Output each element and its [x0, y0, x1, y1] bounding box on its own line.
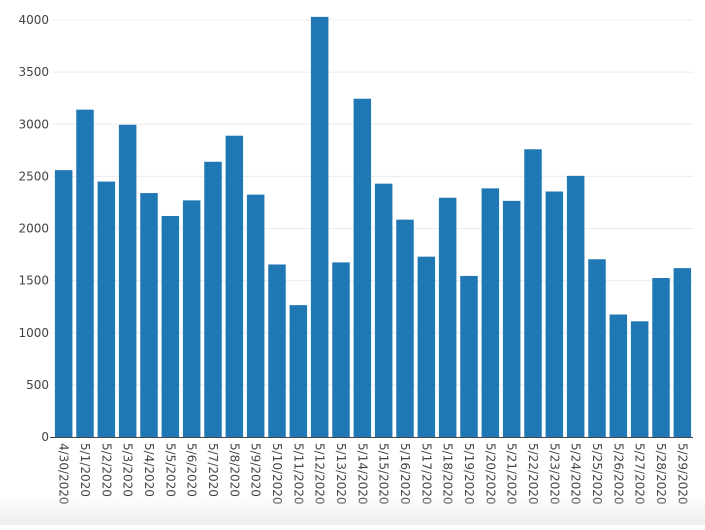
x-tick-label: 5/5/2020 — [163, 443, 177, 497]
x-tick-label: 5/20/2020 — [483, 443, 497, 505]
x-tick-label: 5/22/2020 — [526, 443, 540, 505]
x-tick-label: 5/6/2020 — [185, 443, 199, 497]
y-tick-label: 3500 — [18, 65, 49, 79]
y-tick-label: 2000 — [18, 222, 49, 236]
x-tick-label: 5/24/2020 — [569, 443, 583, 505]
y-tick-label: 3000 — [18, 117, 49, 131]
x-tick-label: 5/14/2020 — [355, 443, 369, 505]
x-tick-label: 5/21/2020 — [505, 443, 519, 505]
bar[interactable] — [310, 16, 329, 438]
x-tick-label: 5/19/2020 — [462, 443, 476, 505]
y-tick-label: 1000 — [18, 326, 49, 340]
bar[interactable] — [374, 183, 393, 437]
x-tick-label: 5/10/2020 — [270, 443, 284, 505]
x-tick-label: 5/25/2020 — [590, 443, 604, 505]
x-tick-label: 5/18/2020 — [441, 443, 455, 505]
x-tick-label: 5/8/2020 — [227, 443, 241, 497]
x-tick-label: 5/7/2020 — [206, 443, 220, 497]
y-tick-label: 1500 — [18, 274, 49, 288]
bar[interactable] — [97, 181, 116, 437]
bar[interactable] — [609, 314, 628, 437]
bar[interactable] — [204, 161, 222, 437]
bars — [54, 16, 692, 438]
x-tick-label: 5/26/2020 — [611, 443, 625, 505]
bar[interactable] — [545, 191, 564, 437]
bar[interactable] — [438, 197, 457, 437]
x-tick-label: 5/15/2020 — [377, 443, 391, 505]
bar[interactable] — [353, 98, 372, 438]
y-tick-label: 0 — [41, 430, 49, 444]
x-axis-ticks: 4/30/2020 5/1/2020 5/2/2020 5/3/2020 5/4/202… — [57, 443, 690, 505]
x-tick-label: 5/17/2020 — [419, 443, 433, 505]
bar[interactable] — [54, 170, 73, 437]
bar[interactable] — [481, 188, 500, 437]
bar[interactable] — [182, 200, 201, 437]
x-tick-label: 5/23/2020 — [547, 443, 561, 505]
x-tick-label: 5/3/2020 — [121, 443, 135, 497]
bar[interactable] — [566, 175, 585, 437]
x-tick-label: 5/4/2020 — [142, 443, 156, 497]
bar[interactable] — [652, 278, 670, 437]
x-tick-label: 5/2/2020 — [99, 443, 113, 497]
bar[interactable] — [460, 275, 478, 437]
gridlines — [53, 19, 693, 386]
bar[interactable] — [332, 262, 350, 437]
bar[interactable] — [630, 321, 649, 437]
bar[interactable] — [246, 194, 265, 437]
bar[interactable] — [76, 109, 94, 437]
y-tick-label: 500 — [26, 378, 49, 392]
bar[interactable] — [524, 149, 542, 437]
x-tick-label: 5/1/2020 — [78, 443, 92, 497]
x-tick-label: 5/12/2020 — [313, 443, 327, 505]
bar[interactable] — [118, 124, 137, 438]
x-tick-label: 5/27/2020 — [633, 443, 647, 505]
y-tick-label: 2500 — [18, 169, 49, 183]
bar[interactable] — [673, 268, 692, 437]
bar[interactable] — [268, 264, 286, 437]
x-tick-label: 5/16/2020 — [398, 443, 412, 505]
bar[interactable] — [396, 219, 414, 437]
bar[interactable] — [140, 193, 158, 437]
bar[interactable] — [588, 259, 606, 437]
bar[interactable] — [417, 256, 436, 437]
y-tick-label: 4000 — [18, 13, 49, 27]
x-tick-label: 5/11/2020 — [291, 443, 305, 505]
bar[interactable] — [225, 135, 244, 437]
y-axis-ticks: 0 500 1000 1500 2000 2500 3000 3500 4000 — [18, 13, 49, 444]
bar[interactable] — [161, 215, 180, 437]
bar[interactable] — [289, 305, 308, 437]
bar[interactable] — [502, 200, 521, 437]
x-tick-label: 4/30/2020 — [57, 443, 71, 505]
x-tick-label: 5/28/2020 — [654, 443, 668, 505]
x-tick-label: 5/9/2020 — [249, 443, 263, 497]
x-tick-label: 5/29/2020 — [675, 443, 689, 505]
x-tick-label: 5/13/2020 — [334, 443, 348, 505]
